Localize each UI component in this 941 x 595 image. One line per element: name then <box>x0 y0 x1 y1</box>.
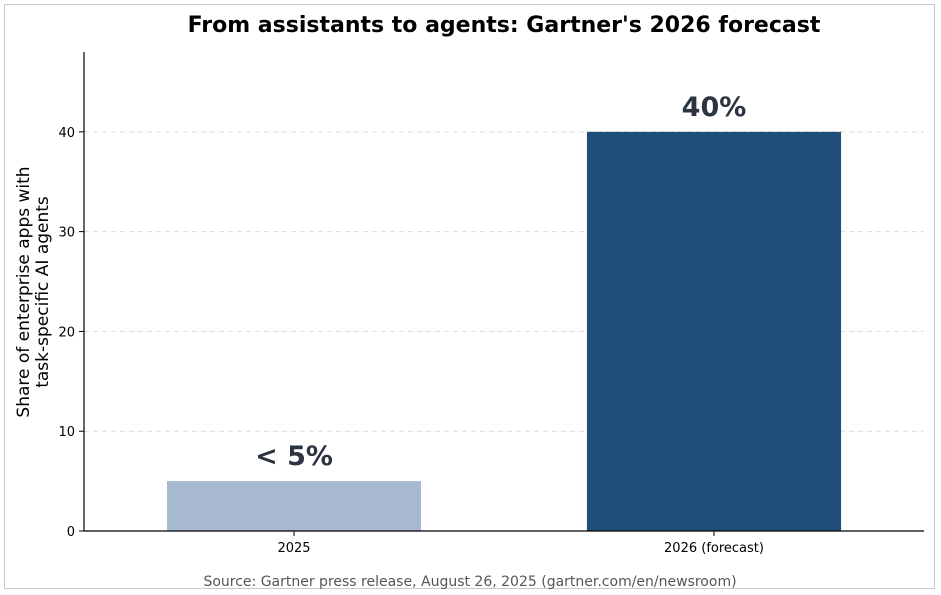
y-tick-label: 10 <box>58 425 75 440</box>
y-ticks: 0 10 20 30 40 <box>58 126 84 540</box>
bars <box>166 131 842 532</box>
y-axis-label: Share of enterprise apps with task-speci… <box>14 166 53 417</box>
x-tick-label: 2026 (forecast) <box>664 541 764 556</box>
y-tick-label: 40 <box>58 126 75 141</box>
chart-frame <box>4 4 935 589</box>
y-axis-label-line-2: task-specific AI agents <box>33 196 53 388</box>
y-tick-label: 30 <box>58 226 75 241</box>
bar <box>166 481 422 531</box>
y-tick-label: 20 <box>58 325 75 340</box>
data-label: 40% <box>682 92 747 123</box>
x-tick-label: 2025 <box>277 541 310 556</box>
y-tick-label: 0 <box>67 525 75 540</box>
bar <box>586 131 842 532</box>
source-note: Source: Gartner press release, August 26… <box>203 574 736 590</box>
x-ticks: 2025 2026 (forecast) <box>277 531 764 556</box>
data-labels: < 5% 40% <box>255 92 746 472</box>
data-label: < 5% <box>255 441 333 472</box>
y-axis-label-line-1: Share of enterprise apps with <box>14 166 34 417</box>
chart-title: From assistants to agents: Gartner's 202… <box>188 13 821 38</box>
gridlines <box>84 131 924 432</box>
